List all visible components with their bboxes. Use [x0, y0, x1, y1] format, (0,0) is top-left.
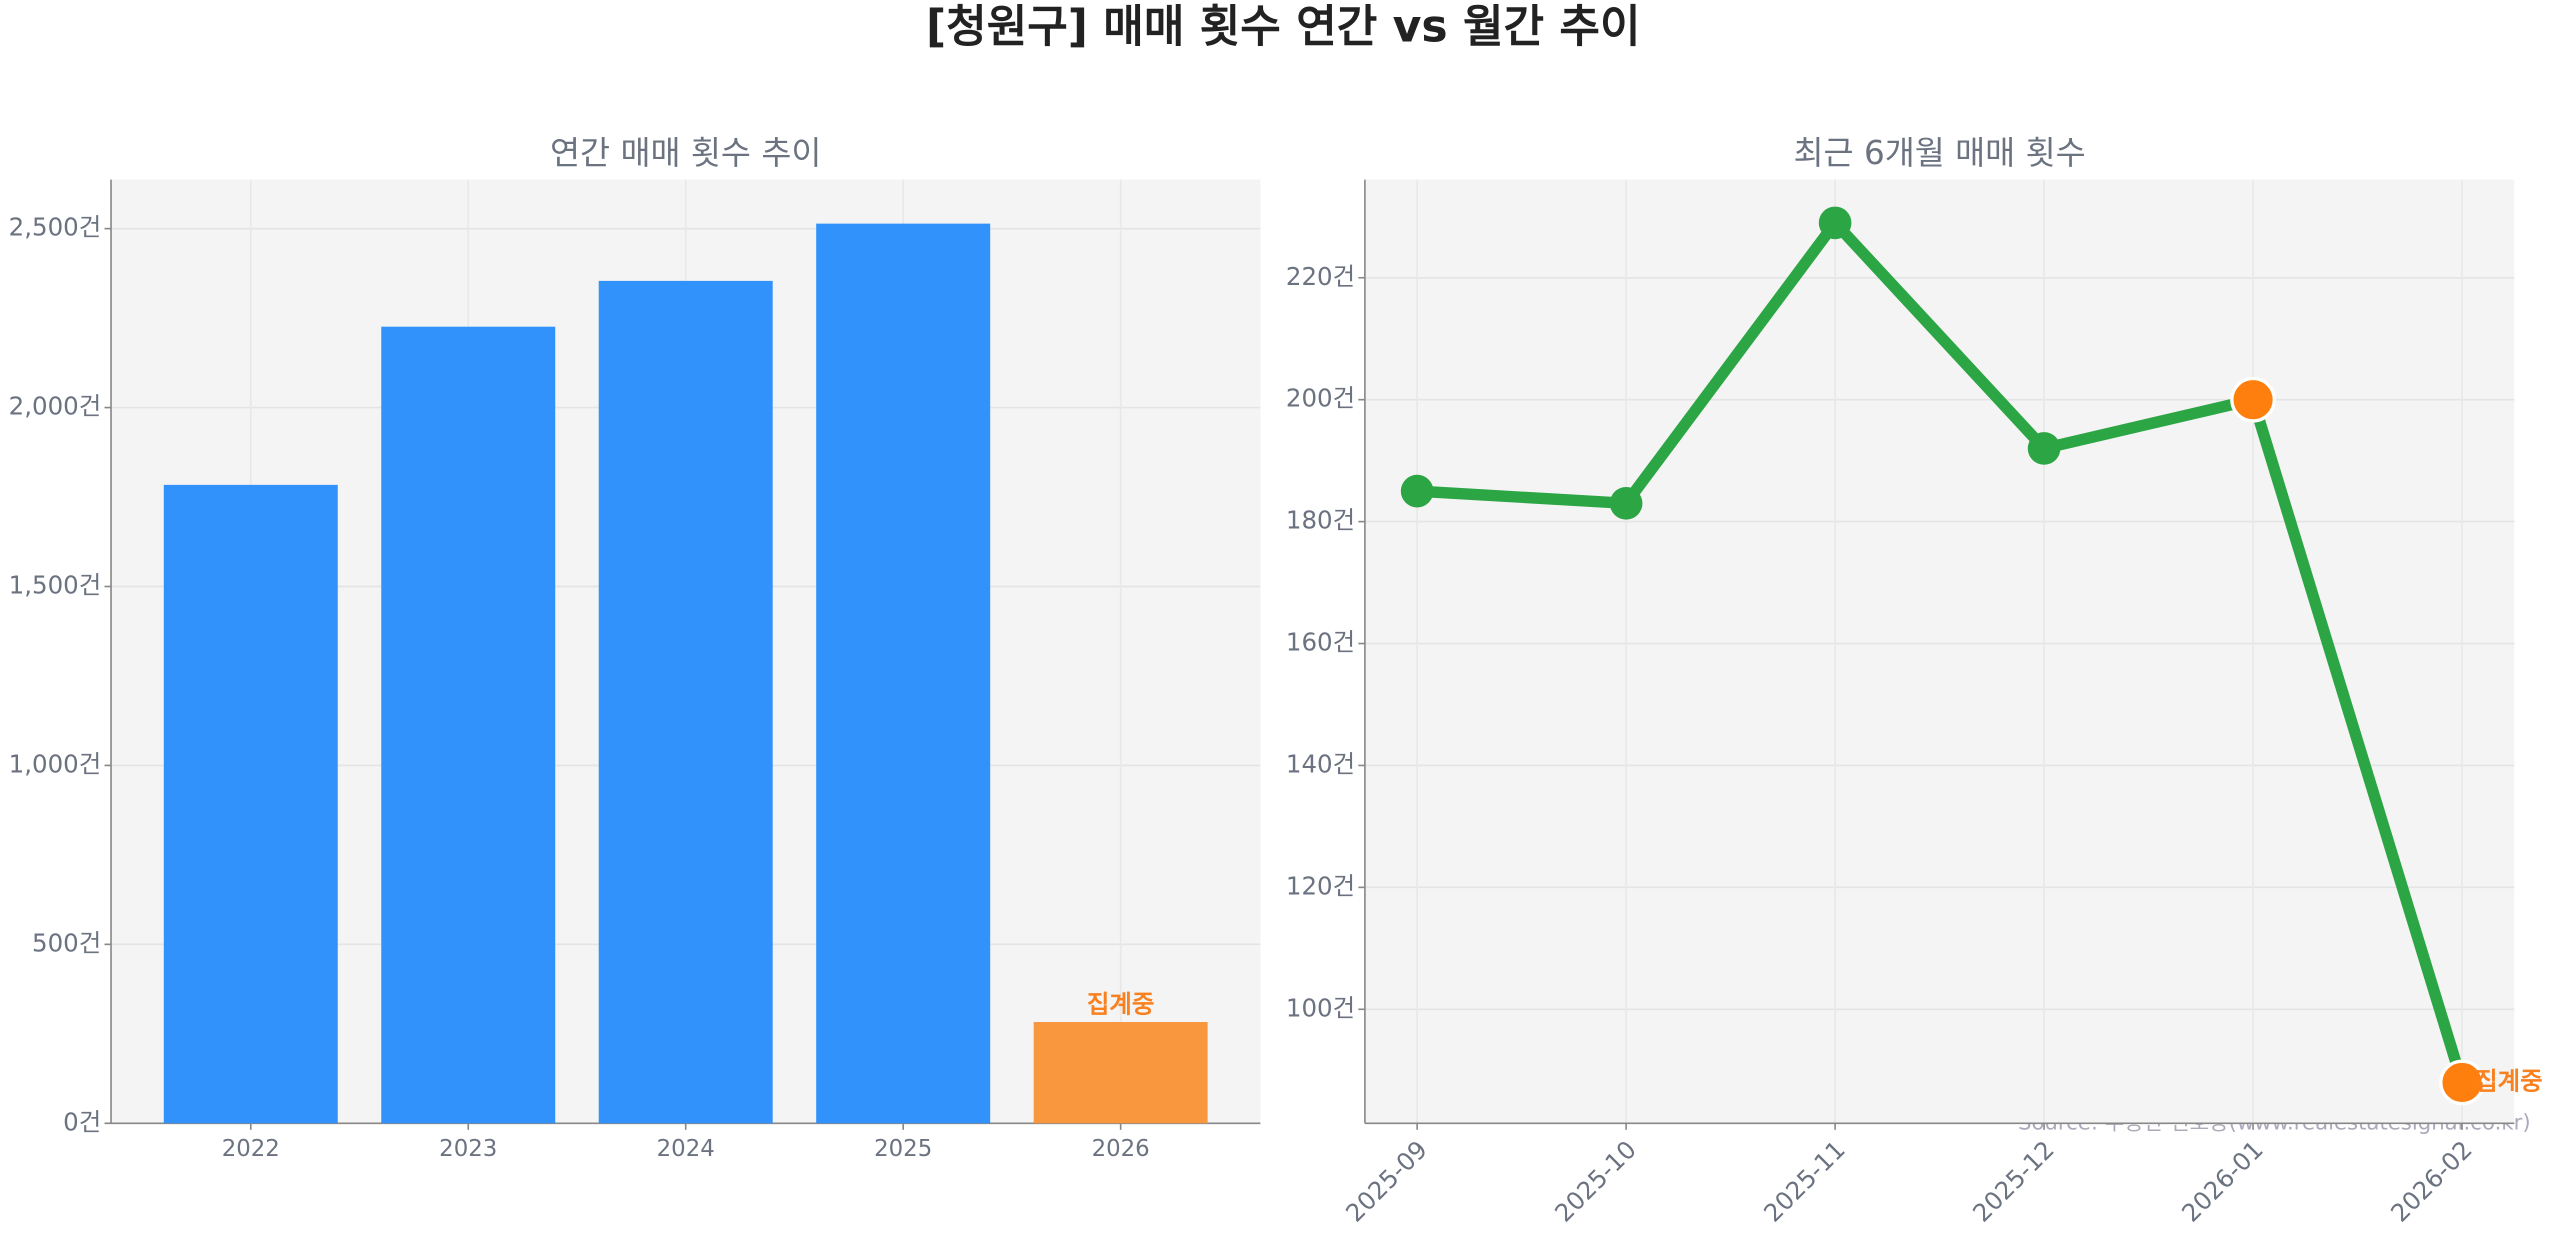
- x-tick-label: 2022: [222, 1136, 280, 1162]
- y-tick-label: 1,500건: [9, 570, 102, 599]
- x-tick-label: 2026: [1092, 1136, 1150, 1162]
- marker: [1400, 474, 1434, 508]
- marker: [2027, 432, 2061, 465]
- y-tick-label: 120건: [1286, 871, 1355, 900]
- y-tick-label: 2,500건: [9, 213, 102, 242]
- bar: [598, 280, 773, 1124]
- figure-title: [청원구] 매매 횟수 연간 vs 월간 추이: [926, 1, 1641, 52]
- x-tick-label: 2025-10: [1549, 1135, 1642, 1228]
- x-tick-label: 2026-02: [2385, 1135, 2478, 1228]
- y-tick-label: 500건: [32, 928, 101, 957]
- x-tick-label: 2026-01: [2176, 1135, 2269, 1228]
- x-tick-label: 2024: [657, 1136, 715, 1162]
- annotation: 집계중: [1087, 990, 1155, 1019]
- x-tick-label: 2025-11: [1758, 1135, 1851, 1228]
- bar: [1033, 1022, 1208, 1124]
- bar: [816, 223, 991, 1124]
- y-tick-label: 140건: [1286, 749, 1355, 778]
- x-tick-label: 2023: [439, 1136, 497, 1162]
- y-tick-label: 200건: [1286, 384, 1355, 413]
- bar: [163, 484, 338, 1124]
- marker: [1818, 206, 1852, 240]
- chart-title: 최근 6개월 매매 횟수: [1794, 134, 2086, 172]
- marker: [1609, 486, 1643, 520]
- x-tick-label: 2025: [874, 1136, 932, 1162]
- line: [1416, 217, 2468, 1085]
- y-tick-label: 100건: [1286, 993, 1355, 1022]
- annotation: 집계중: [2475, 1066, 2543, 1095]
- chart-title: 연간 매매 횟수 추이: [550, 134, 821, 172]
- marker: [2439, 1059, 2485, 1106]
- y-tick-label: 2,000건: [9, 392, 102, 421]
- marker: [2230, 376, 2276, 423]
- bar: [381, 326, 556, 1124]
- y-tick-label: 160건: [1286, 628, 1355, 657]
- x-tick-label: 2025-09: [1340, 1135, 1433, 1228]
- x-tick-label: 2025-12: [1967, 1135, 2060, 1228]
- y-tick-label: 180건: [1286, 506, 1355, 535]
- y-tick-label: 0건: [63, 1107, 101, 1136]
- y-tick-label: 1,000건: [9, 749, 102, 778]
- y-tick-label: 220건: [1286, 262, 1355, 291]
- plot-area: [1364, 179, 2515, 1124]
